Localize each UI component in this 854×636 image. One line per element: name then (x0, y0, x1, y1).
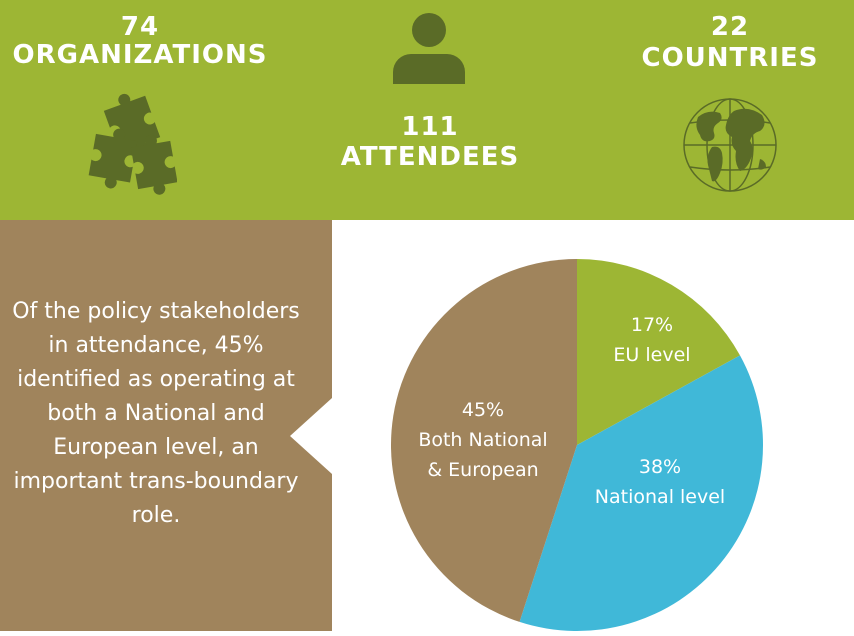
slice-label-national: 38% National level (560, 452, 760, 512)
attendees-label: ATTENDEES (340, 142, 520, 172)
attendees-count: 111 (401, 112, 459, 142)
slice-both-percent: 45% (461, 399, 505, 421)
callout-pointer (290, 398, 332, 474)
countries-label: COUNTRIES (641, 43, 819, 73)
pie-slice-national (519, 355, 763, 631)
person-icon (393, 13, 465, 84)
organizations-label: ORGANIZATIONS (12, 40, 268, 70)
countries-count: 22 (710, 12, 750, 42)
slice-label-eu: 17% EU level (552, 310, 752, 370)
summary-text: Of the policy stakeholders in attendance… (12, 299, 300, 528)
stakeholder-pie-chart (390, 258, 764, 632)
pie-slice-both (391, 259, 577, 622)
puzzle-icon (88, 93, 177, 195)
slice-eu-percent: 17% (630, 314, 674, 336)
pie-slice-eu (577, 259, 740, 445)
summary-panel (0, 220, 332, 631)
slice-eu-name: EU level (613, 344, 691, 366)
pie-svg (391, 259, 763, 631)
globe-icon (683, 98, 777, 192)
organizations-count: 74 (120, 12, 160, 42)
slice-national-percent: 38% (638, 456, 682, 478)
slice-both-name: Both National & European (418, 429, 548, 481)
slice-national-name: National level (594, 486, 726, 508)
slice-label-both: 45% Both National & European (383, 395, 583, 485)
